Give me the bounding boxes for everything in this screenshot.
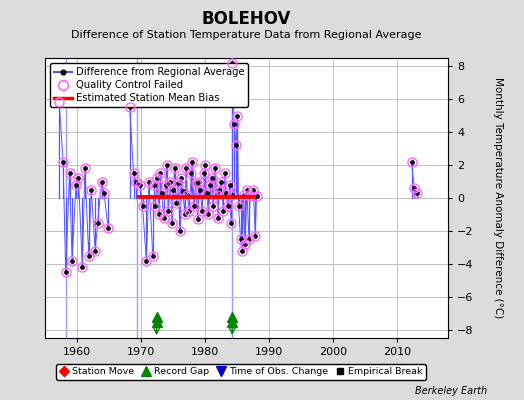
- Legend: Difference from Regional Average, Quality Control Failed, Estimated Station Mean: Difference from Regional Average, Qualit…: [50, 63, 248, 107]
- Legend: Station Move, Record Gap, Time of Obs. Change, Empirical Break: Station Move, Record Gap, Time of Obs. C…: [56, 364, 426, 380]
- Text: BOLEHOV: BOLEHOV: [202, 10, 291, 28]
- Text: Berkeley Earth: Berkeley Earth: [415, 386, 487, 396]
- Y-axis label: Monthly Temperature Anomaly Difference (°C): Monthly Temperature Anomaly Difference (…: [493, 77, 503, 319]
- Text: Difference of Station Temperature Data from Regional Average: Difference of Station Temperature Data f…: [71, 30, 421, 40]
